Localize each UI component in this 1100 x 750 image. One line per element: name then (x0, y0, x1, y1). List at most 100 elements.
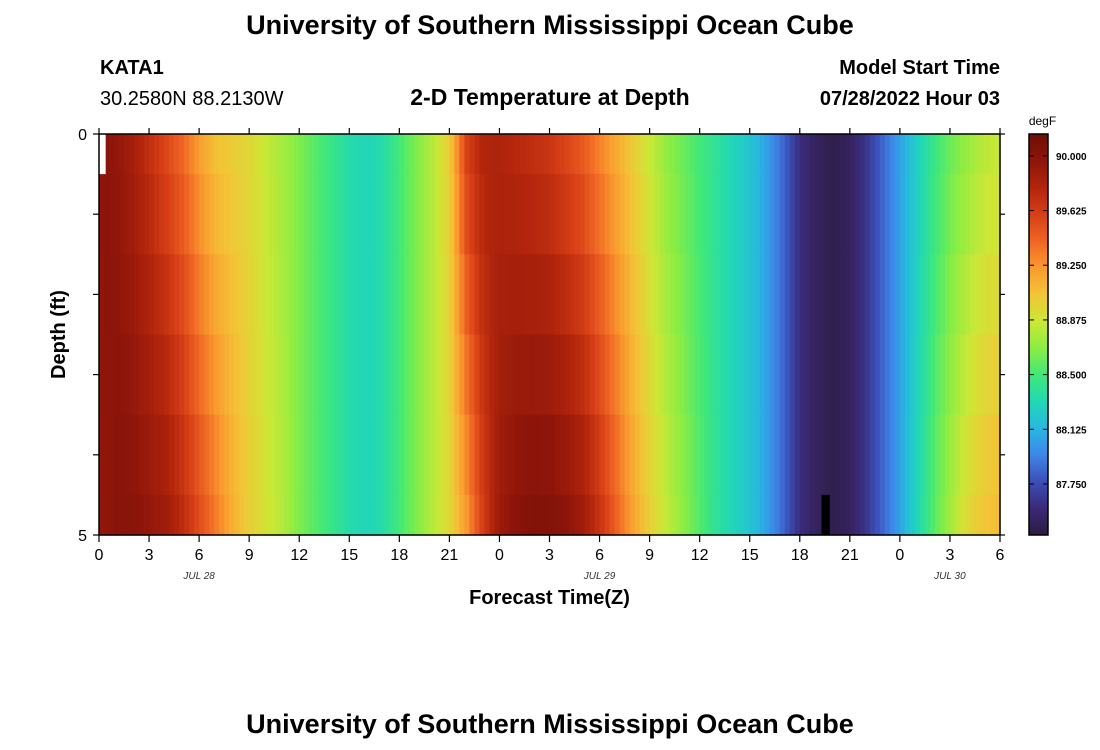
heatmap-cell (449, 174, 455, 255)
heatmap-cell (599, 134, 606, 175)
heatmap-cell (654, 334, 661, 416)
heatmap-cell (209, 254, 215, 336)
heatmap-cell (364, 414, 370, 496)
heatmap-cell (694, 174, 701, 255)
heatmap-cell (944, 254, 951, 336)
heatmap-cell (659, 414, 666, 496)
heatmap-cell (609, 254, 616, 336)
heatmap-cell (924, 414, 931, 496)
heatmap-cell (309, 494, 315, 536)
heatmap-cell (859, 134, 866, 175)
heatmap-cell (719, 334, 726, 416)
heatmap-cell (364, 174, 370, 255)
heatmap-cell (169, 134, 175, 175)
heatmap-cell (289, 134, 295, 175)
heatmap-cell (454, 334, 460, 416)
heatmap-cell (569, 494, 576, 536)
heatmap-cell (894, 134, 901, 175)
heatmap-cell (509, 134, 516, 175)
heatmap-cell (884, 254, 891, 336)
heatmap-cell (749, 254, 756, 336)
heatmap-cell (519, 254, 526, 336)
heatmap-cell (354, 494, 360, 536)
heatmap-cell (349, 414, 355, 496)
heatmap-cell (294, 334, 300, 416)
heatmap-cell (509, 254, 516, 336)
heatmap-cell (189, 334, 195, 416)
heatmap-cell (734, 174, 741, 255)
heatmap-cell (444, 414, 450, 496)
heatmap-cell (989, 414, 996, 496)
heatmap-cell (844, 254, 851, 336)
heatmap-cell (484, 334, 491, 416)
heatmap-cell (619, 494, 626, 536)
heatmap-cell (299, 134, 305, 175)
heatmap-cell (634, 254, 641, 336)
heatmap-cell (714, 174, 721, 255)
heatmap-cell (924, 334, 931, 416)
heatmap-cell (584, 174, 591, 255)
heatmap-cell (529, 134, 536, 175)
heatmap-cell (969, 414, 976, 496)
heatmap-cell (819, 414, 826, 496)
heatmap-cell (694, 134, 701, 175)
heatmap-cell (164, 254, 170, 336)
heatmap-cell (274, 254, 280, 336)
heatmap-cell (984, 494, 991, 536)
heatmap-cell (904, 334, 911, 416)
heatmap-cell (314, 174, 320, 255)
heatmap-cell (759, 174, 766, 255)
heatmap-cell (154, 134, 160, 175)
colorbar-tick-label: 88.875 (1056, 316, 1087, 327)
heatmap-cell (394, 134, 400, 175)
heatmap-cell (714, 494, 721, 536)
heatmap-cell (564, 174, 571, 255)
heatmap-cell (819, 254, 826, 336)
heatmap-cell (674, 494, 681, 536)
heatmap-cell (624, 334, 631, 416)
heatmap-cell (849, 494, 856, 536)
heatmap-cell (574, 174, 581, 255)
heatmap-cell (519, 494, 526, 536)
heatmap-cell (379, 134, 385, 175)
heatmap-cell (459, 494, 466, 536)
heatmap-cell (99, 414, 105, 496)
x-tick-label: 0 (895, 547, 904, 564)
heatmap-cell (759, 134, 766, 175)
heatmap-cell (209, 494, 215, 536)
heatmap-cell (779, 414, 786, 496)
heatmap-cell (609, 414, 616, 496)
colorbar-tick-label: 87.750 (1056, 480, 1087, 491)
heatmap-cell (579, 494, 586, 536)
heatmap-cell (544, 174, 551, 255)
heatmap-cell (284, 414, 290, 496)
heatmap-cell (749, 134, 756, 175)
heatmap-cell (129, 134, 135, 175)
x-axis-ticks: 0 3 6 9 12 15 18 21 0 3 6 9 12 15 18 21 0 3 6 JUL 28 JUL 29 J… (95, 128, 1005, 582)
heatmap-cell (609, 134, 616, 175)
heatmap-cell (399, 494, 405, 536)
heatmap-cell (164, 494, 170, 536)
heatmap-cell (444, 134, 450, 175)
heatmap-cell (164, 174, 170, 255)
heatmap-cell (474, 494, 481, 536)
heatmap-cell (254, 174, 260, 255)
heatmap-cell (819, 334, 826, 416)
heatmap-cell (399, 174, 405, 255)
heatmap-cell (929, 254, 936, 336)
heatmap-cell (374, 254, 380, 336)
heatmap-cell (534, 254, 541, 336)
heatmap-cell (494, 494, 501, 536)
heatmap-cell (469, 414, 476, 496)
heatmap-cell (359, 254, 365, 336)
heatmap-cell (989, 494, 996, 536)
heatmap-cell (419, 174, 425, 255)
heatmap-cell (249, 494, 255, 536)
heatmap-cell (604, 174, 611, 255)
heatmap-cell (189, 494, 195, 536)
heatmap-cell (439, 134, 445, 175)
heatmap-cell (689, 254, 696, 336)
heatmap-cell (604, 334, 611, 416)
heatmap-cell (979, 494, 986, 536)
heatmap-cell (819, 134, 826, 175)
